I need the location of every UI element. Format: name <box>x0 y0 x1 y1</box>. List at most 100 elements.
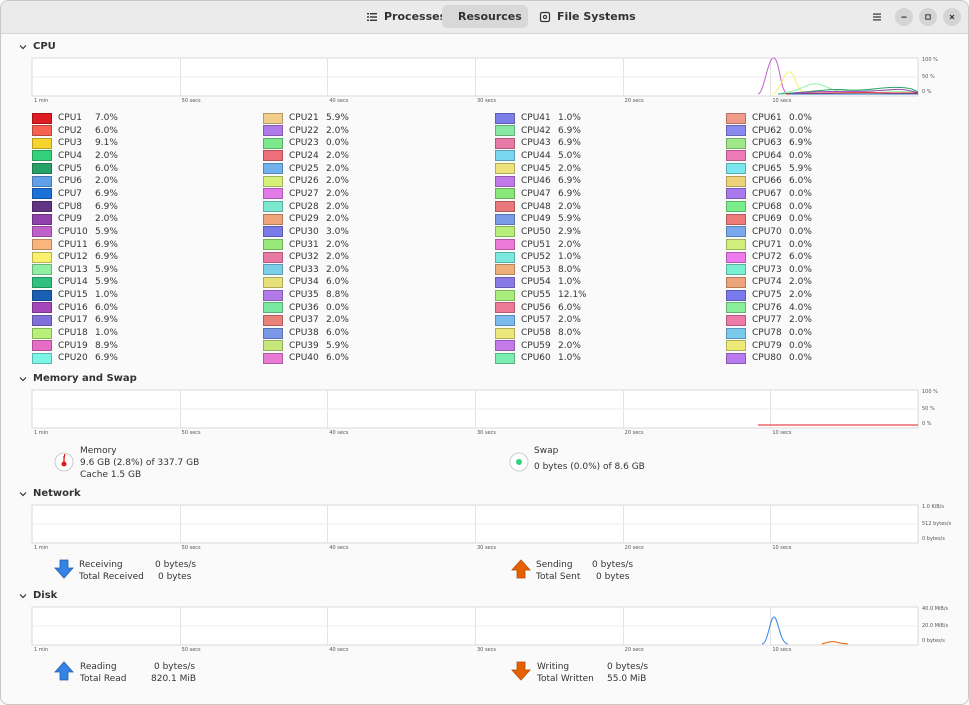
cpu-color-swatch[interactable] <box>726 226 746 238</box>
cpu-legend-item[interactable]: CPU47 6.9% <box>495 188 581 200</box>
cpu-legend-item[interactable]: CPU40 6.0% <box>263 352 349 364</box>
minimize-button[interactable] <box>895 8 913 26</box>
cpu-legend-item[interactable]: CPU6 2.0% <box>32 175 118 187</box>
cpu-color-swatch[interactable] <box>726 340 746 352</box>
cpu-legend-item[interactable]: CPU50 2.9% <box>495 226 581 238</box>
cpu-legend-item[interactable]: CPU69 0.0% <box>726 213 812 225</box>
cpu-legend-item[interactable]: CPU67 0.0% <box>726 188 812 200</box>
cpu-legend-item[interactable]: CPU31 2.0% <box>263 239 349 251</box>
cpu-legend-item[interactable]: CPU3 9.1% <box>32 137 118 149</box>
cpu-color-swatch[interactable] <box>263 251 283 263</box>
cpu-color-swatch[interactable] <box>495 251 515 263</box>
cpu-color-swatch[interactable] <box>32 314 52 326</box>
cpu-color-swatch[interactable] <box>32 276 52 288</box>
maximize-button[interactable] <box>919 8 937 26</box>
cpu-color-swatch[interactable] <box>32 201 52 213</box>
cpu-legend-item[interactable]: CPU15 1.0% <box>32 289 118 301</box>
tab-processes[interactable]: Processes <box>356 5 456 28</box>
cpu-color-swatch[interactable] <box>263 213 283 225</box>
cpu-color-swatch[interactable] <box>726 276 746 288</box>
cpu-legend-item[interactable]: CPU25 2.0% <box>263 163 349 175</box>
cpu-color-swatch[interactable] <box>32 213 52 225</box>
cpu-color-swatch[interactable] <box>263 226 283 238</box>
cpu-color-swatch[interactable] <box>32 112 52 124</box>
cpu-color-swatch[interactable] <box>263 163 283 175</box>
cpu-color-swatch[interactable] <box>32 302 52 314</box>
cpu-color-swatch[interactable] <box>263 150 283 162</box>
cpu-legend-item[interactable]: CPU70 0.0% <box>726 226 812 238</box>
cpu-legend-item[interactable]: CPU20 6.9% <box>32 352 118 364</box>
cpu-legend-item[interactable]: CPU57 2.0% <box>495 314 581 326</box>
cpu-color-swatch[interactable] <box>726 188 746 200</box>
cpu-legend-item[interactable]: CPU8 6.9% <box>32 201 118 213</box>
cpu-color-swatch[interactable] <box>32 327 52 339</box>
cpu-legend-item[interactable]: CPU48 2.0% <box>495 201 581 213</box>
cpu-legend-item[interactable]: CPU52 1.0% <box>495 251 581 263</box>
tab-resources[interactable]: Resources <box>442 5 528 28</box>
cpu-legend-item[interactable]: CPU35 8.8% <box>263 289 349 301</box>
cpu-legend-item[interactable]: CPU74 2.0% <box>726 276 812 288</box>
cpu-color-swatch[interactable] <box>263 125 283 137</box>
cpu-color-swatch[interactable] <box>726 302 746 314</box>
cpu-legend-item[interactable]: CPU16 6.0% <box>32 302 118 314</box>
cpu-legend-item[interactable]: CPU65 5.9% <box>726 163 812 175</box>
cpu-legend-item[interactable]: CPU75 2.0% <box>726 289 812 301</box>
cpu-color-swatch[interactable] <box>263 340 283 352</box>
cpu-color-swatch[interactable] <box>726 125 746 137</box>
cpu-color-swatch[interactable] <box>263 289 283 301</box>
cpu-color-swatch[interactable] <box>726 213 746 225</box>
cpu-color-swatch[interactable] <box>726 327 746 339</box>
cpu-legend-item[interactable]: CPU43 6.9% <box>495 137 581 149</box>
cpu-legend-item[interactable]: CPU72 6.0% <box>726 251 812 263</box>
cpu-legend-item[interactable]: CPU61 0.0% <box>726 112 812 124</box>
cpu-color-swatch[interactable] <box>32 251 52 263</box>
cpu-color-swatch[interactable] <box>495 289 515 301</box>
menu-button[interactable] <box>868 8 886 26</box>
cpu-color-swatch[interactable] <box>495 314 515 326</box>
cpu-legend-item[interactable]: CPU12 6.9% <box>32 251 118 263</box>
cpu-color-swatch[interactable] <box>32 239 52 250</box>
cpu-color-swatch[interactable] <box>263 327 283 339</box>
disk-section-header[interactable]: Disk <box>19 590 57 601</box>
cpu-color-swatch[interactable] <box>726 314 746 326</box>
cpu-color-swatch[interactable] <box>495 226 515 238</box>
cpu-legend-item[interactable]: CPU64 0.0% <box>726 150 812 162</box>
cpu-legend-item[interactable]: CPU18 1.0% <box>32 327 118 339</box>
cpu-legend-item[interactable]: CPU27 2.0% <box>263 188 349 200</box>
cpu-color-swatch[interactable] <box>726 112 746 124</box>
cpu-legend-item[interactable]: CPU21 5.9% <box>263 112 349 124</box>
cpu-legend-item[interactable]: CPU41 1.0% <box>495 112 581 124</box>
cpu-color-swatch[interactable] <box>263 239 283 250</box>
cpu-color-swatch[interactable] <box>495 137 515 149</box>
cpu-legend-item[interactable]: CPU63 6.9% <box>726 137 812 149</box>
cpu-legend-item[interactable]: CPU28 2.0% <box>263 201 349 213</box>
cpu-legend-item[interactable]: CPU49 5.9% <box>495 213 581 225</box>
cpu-color-swatch[interactable] <box>495 352 515 364</box>
cpu-color-swatch[interactable] <box>263 264 283 276</box>
cpu-color-swatch[interactable] <box>495 163 515 175</box>
cpu-legend-item[interactable]: CPU59 2.0% <box>495 340 581 352</box>
cpu-legend-item[interactable]: CPU66 6.0% <box>726 175 812 187</box>
cpu-legend-item[interactable]: CPU77 2.0% <box>726 314 812 326</box>
cpu-color-swatch[interactable] <box>32 188 52 200</box>
cpu-legend-item[interactable]: CPU30 3.0% <box>263 226 349 238</box>
cpu-legend-item[interactable]: CPU68 0.0% <box>726 201 812 213</box>
cpu-legend-item[interactable]: CPU46 6.9% <box>495 175 581 187</box>
cpu-color-swatch[interactable] <box>32 226 52 238</box>
cpu-color-swatch[interactable] <box>726 175 746 187</box>
cpu-color-swatch[interactable] <box>32 352 52 364</box>
cpu-legend-item[interactable]: CPU19 8.9% <box>32 340 118 352</box>
network-section-header[interactable]: Network <box>19 488 81 499</box>
cpu-legend-item[interactable]: CPU56 6.0% <box>495 302 581 314</box>
cpu-color-swatch[interactable] <box>32 175 52 187</box>
cpu-color-swatch[interactable] <box>726 239 746 250</box>
cpu-color-swatch[interactable] <box>263 276 283 288</box>
cpu-color-swatch[interactable] <box>263 352 283 364</box>
cpu-legend-item[interactable]: CPU73 0.0% <box>726 264 812 276</box>
cpu-section-header[interactable]: CPU <box>19 41 56 52</box>
cpu-legend-item[interactable]: CPU71 0.0% <box>726 239 812 251</box>
memory-section-header[interactable]: Memory and Swap <box>19 373 137 384</box>
cpu-legend-item[interactable]: CPU14 5.9% <box>32 276 118 288</box>
cpu-color-swatch[interactable] <box>495 175 515 187</box>
cpu-color-swatch[interactable] <box>32 137 52 149</box>
